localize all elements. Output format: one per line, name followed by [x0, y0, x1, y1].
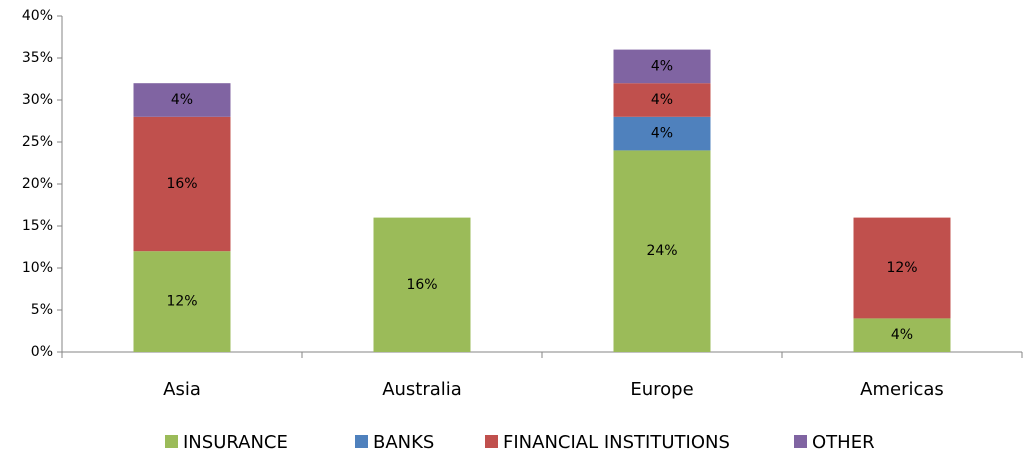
bar-segment: [853, 217, 951, 319]
y-tick-label: 15%: [22, 218, 53, 234]
x-tick-label: Americas: [860, 379, 944, 400]
value-label: 4%: [651, 126, 673, 142]
value-label: 24%: [646, 243, 677, 259]
value-label: 4%: [891, 327, 913, 343]
bar-segment: [613, 83, 711, 117]
bar-segment: [133, 116, 231, 252]
x-tick-label: Australia: [382, 379, 462, 400]
bar-segment: [613, 150, 711, 352]
value-label: 12%: [166, 294, 197, 310]
y-tick-label: 25%: [22, 134, 53, 150]
legend-swatch: [485, 435, 498, 448]
value-label: 4%: [651, 92, 673, 108]
legend-label: OTHER: [812, 432, 875, 453]
bar-segment: [373, 217, 471, 352]
legend-label: BANKS: [373, 432, 434, 453]
value-label: 4%: [171, 92, 193, 108]
bar-segment: [133, 251, 231, 352]
legend-label: FINANCIAL INSTITUTIONS: [503, 432, 730, 453]
value-label: 4%: [651, 58, 673, 74]
y-tick-label: 40%: [22, 8, 53, 24]
legend-swatch: [794, 435, 807, 448]
value-label: 16%: [406, 277, 437, 293]
x-tick-label: Europe: [630, 379, 693, 400]
y-tick-label: 20%: [22, 176, 53, 192]
legend-swatch: [355, 435, 368, 448]
bar-segment: [853, 318, 951, 352]
x-tick-label: Asia: [163, 379, 201, 400]
y-tick-label: 0%: [31, 344, 53, 360]
legend-swatch: [165, 435, 178, 448]
bar-segment: [133, 83, 231, 117]
bar-segment: [613, 49, 711, 84]
y-tick-label: 5%: [31, 302, 53, 318]
legend-label: INSURANCE: [183, 432, 288, 453]
y-tick-label: 30%: [22, 92, 53, 108]
bar-segment: [613, 116, 711, 151]
y-tick-label: 10%: [22, 260, 53, 276]
y-tick-label: 35%: [22, 50, 53, 66]
value-label: 12%: [886, 260, 917, 276]
value-label: 16%: [166, 176, 197, 192]
